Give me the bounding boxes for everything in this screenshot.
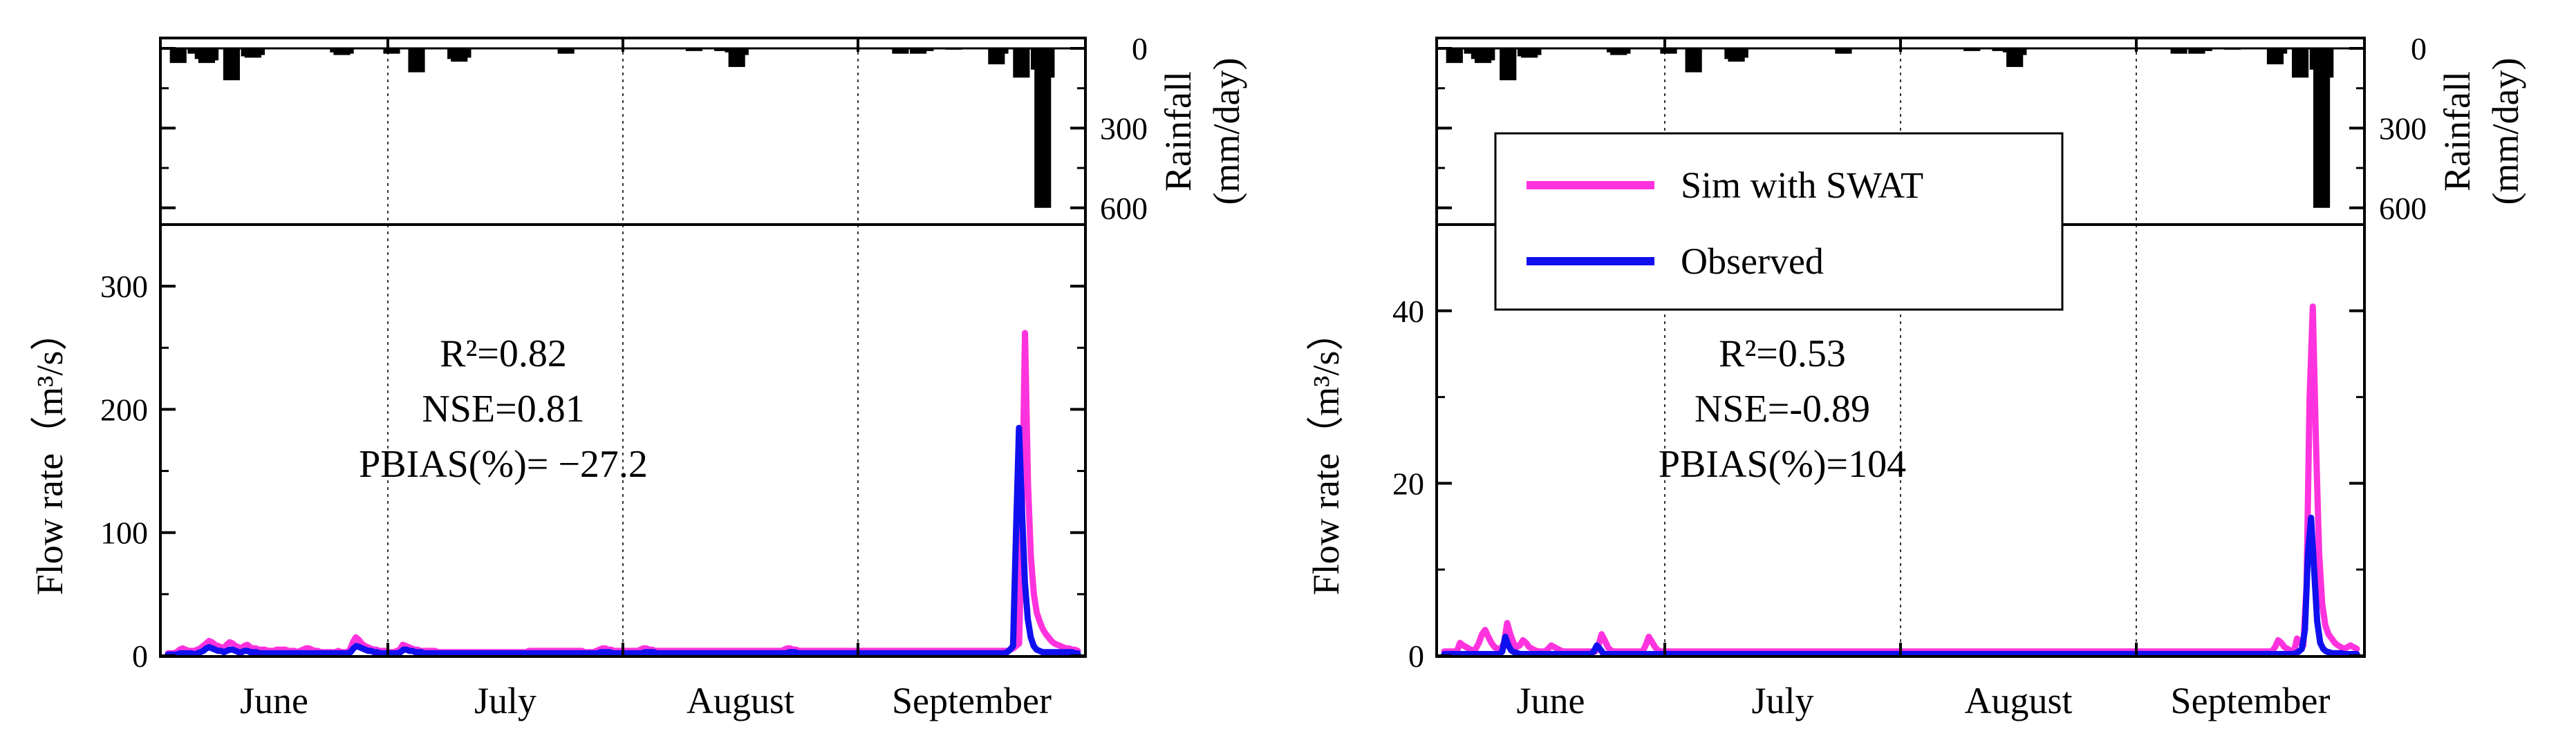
stats-line-2: NSE=0.81 (422, 388, 584, 431)
rainfall-bar (731, 48, 749, 55)
rainfall-bar (917, 48, 934, 51)
legend-label: Sim with SWAT (1681, 164, 1923, 206)
rainfall-bar (2170, 48, 2187, 54)
rainfall-bar (1614, 48, 1631, 54)
rain-tick-label: 600 (2379, 191, 2427, 226)
rainfall-bar (248, 48, 265, 55)
rainfall-bar (1660, 48, 1677, 54)
rainfall-bar (201, 48, 219, 61)
stats-line-1: R²=0.53 (1719, 332, 1846, 375)
rain-axis-label-line1: Rainfall (2436, 71, 2478, 191)
rainfall-bar (2270, 48, 2288, 54)
rainfall-bar (1835, 48, 1852, 54)
flow-tick-label: 40 (1392, 294, 1424, 329)
rainfall-bar (1524, 48, 1542, 55)
rainfall-bar (1731, 48, 1748, 58)
month-label: September (892, 680, 1052, 721)
rainfall-bar (408, 48, 425, 73)
rainfall-bar (337, 48, 354, 54)
rainfall-bar (557, 48, 575, 54)
legend-label: Observed (1681, 240, 1824, 282)
flow-axis-label: Flow rate（m³/s） (29, 314, 71, 596)
flow-tick-label: 200 (100, 392, 148, 427)
rain-axis-label-line2: (mm/day) (2485, 58, 2526, 205)
rain-tick-label: 0 (1132, 31, 1148, 66)
rainfall-bar (1446, 48, 1463, 64)
stats-line-3: PBIAS(%)= −27.2 (359, 443, 648, 486)
month-label: July (1751, 680, 1813, 721)
flow-tick-label: 300 (100, 269, 148, 304)
month-label: September (2171, 680, 2331, 721)
flow-tick-label: 0 (132, 639, 148, 674)
month-label: June (1517, 680, 1585, 721)
rainfall-bar (2010, 48, 2027, 55)
rain-tick-label: 600 (1100, 191, 1148, 226)
rainfall-bar (1038, 48, 1055, 78)
stats-line-1: R²=0.82 (440, 332, 567, 375)
rainfall-bar (1013, 48, 1030, 78)
rainfall-bar (454, 48, 472, 58)
chart-panel-1: 0 300 600 0 100 200 300 June July August September… (29, 31, 1247, 721)
month-label: July (474, 680, 536, 721)
rain-tick-label: 0 (2411, 31, 2427, 66)
rainfall-bar (714, 48, 731, 51)
flow-axis-label: Flow rate（m³/s） (1305, 314, 1347, 596)
rainfall-bar (1478, 48, 1495, 61)
rainfall-bar (1685, 48, 1702, 73)
rainfall-bar (2317, 48, 2334, 78)
rainfall-bar (383, 48, 400, 54)
stats-line-3: PBIAS(%)=104 (1659, 443, 1906, 486)
month-label: June (240, 680, 308, 721)
rainfall-bar (685, 48, 702, 51)
rain-tick-label: 300 (1100, 111, 1148, 146)
flow-tick-label: 100 (100, 516, 148, 551)
rainfall-bar (223, 48, 240, 81)
rainfall-bar (1992, 48, 2009, 51)
month-label: August (687, 680, 794, 721)
legend-box (1494, 132, 2064, 311)
rainfall-bar (991, 48, 1009, 54)
chart-panel-2: 0 300 600 0 20 40 June July August September Flow … (1305, 31, 2526, 721)
rainfall-bar (169, 48, 187, 64)
rain-axis-label-line2: (mm/day) (1206, 58, 1247, 205)
rainfall-bar (1963, 48, 1981, 51)
stats-line-2: NSE=-0.89 (1695, 388, 1870, 431)
month-label: August (1964, 680, 2072, 721)
rainfall-bar (892, 48, 909, 54)
rain-tick-label: 300 (2379, 111, 2427, 146)
rainfall-bar (2195, 48, 2212, 51)
rainfall-bar (1500, 48, 1517, 81)
flow-tick-label: 0 (1408, 639, 1424, 674)
flow-tick-label: 20 (1392, 466, 1424, 501)
rainfall-bar (2291, 48, 2309, 78)
rain-axis-label-line1: Rainfall (1157, 71, 1199, 191)
